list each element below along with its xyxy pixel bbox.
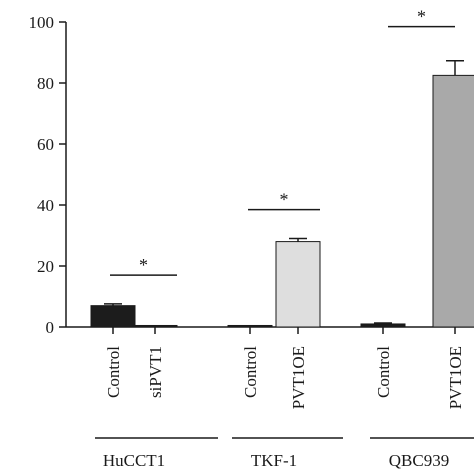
y-tick-label: 20 [37,257,54,276]
bar-0 [90,305,136,328]
category-label: Control [104,346,123,398]
y-tick-label: 80 [37,74,54,93]
category-label: Control [241,346,260,398]
category-label: PVT1OE [289,346,308,409]
bar-3 [275,241,321,328]
y-tick-label: 40 [37,196,54,215]
category-label: PVT1OE [446,346,465,409]
group-label: TKF-1 [251,451,297,470]
significance-marker: * [280,190,289,210]
category-label: Control [374,346,393,398]
y-tick-label: 100 [29,13,55,32]
bar-4 [360,323,406,328]
bar-5 [432,74,474,328]
group-label: HuCCT1 [103,451,165,470]
bar-1 [132,324,178,328]
y-tick-label: 0 [46,318,55,337]
significance-marker: * [139,255,148,275]
y-tick-label: 60 [37,135,54,154]
bar-2 [227,324,273,328]
category-label: siPVT1 [146,346,165,398]
significance-marker: * [417,7,426,27]
group-label: QBC939 [389,451,449,470]
